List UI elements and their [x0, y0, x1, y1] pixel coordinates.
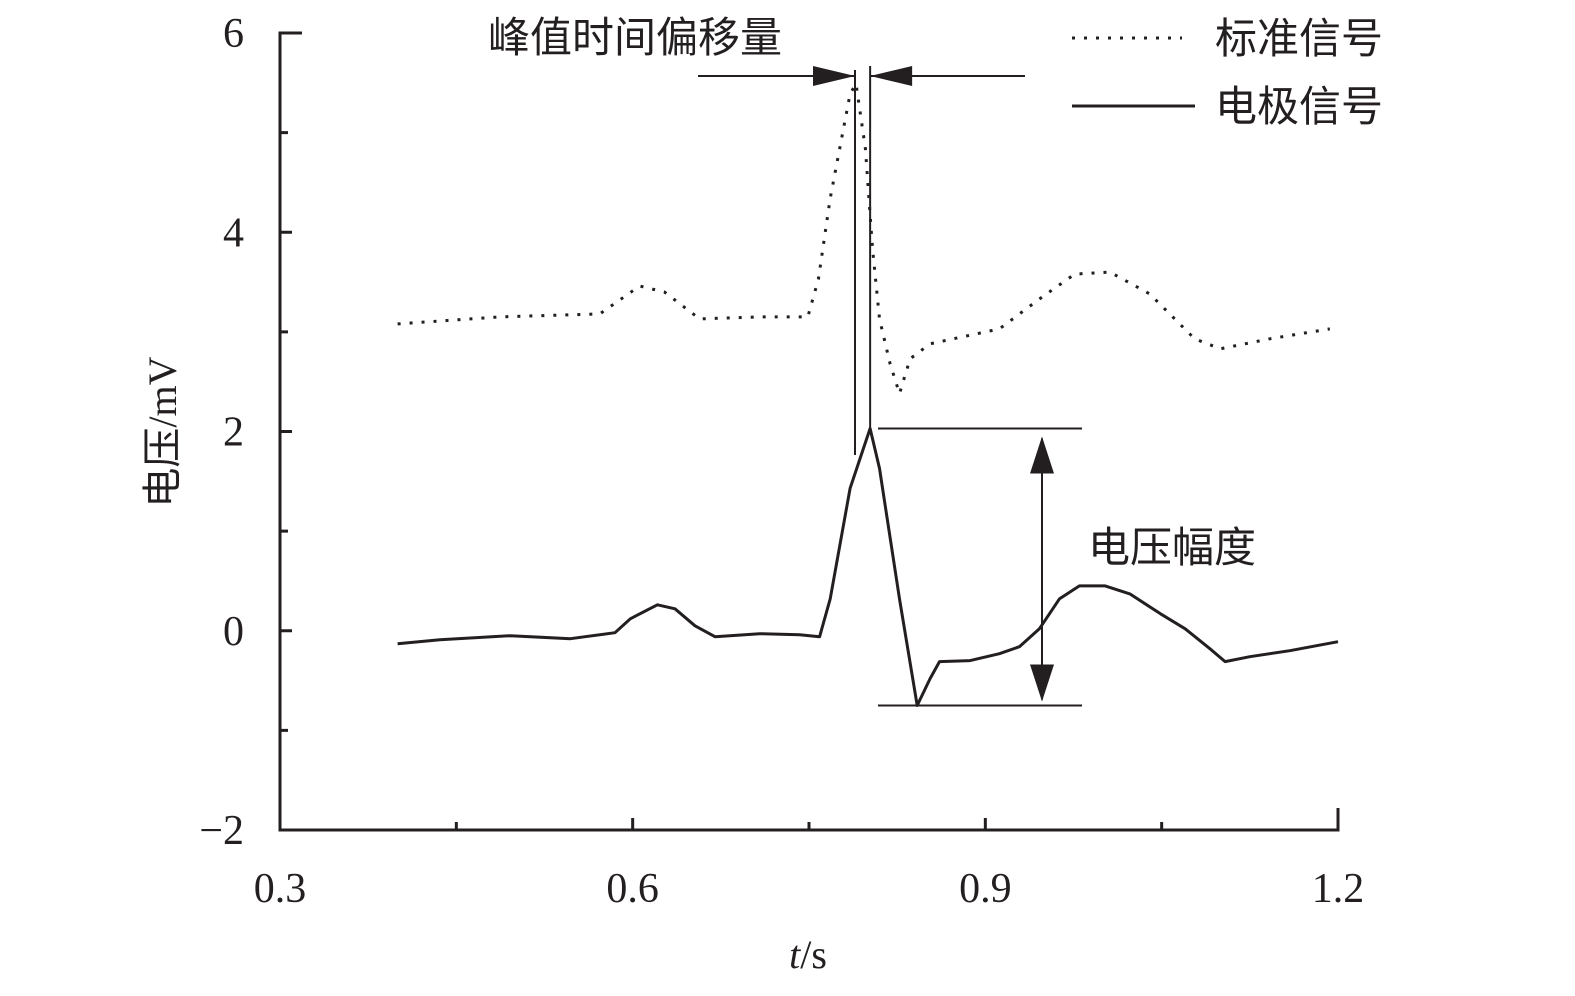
peak-offset-label: 峰值时间偏移量 — [488, 16, 782, 62]
x-tick-label: 0.6 — [606, 866, 659, 912]
x-axis-label-unit: /s — [800, 932, 827, 977]
y-tick-label: 2 — [223, 410, 244, 456]
y-tick-label: −2 — [199, 808, 244, 854]
y-tick-label: 4 — [223, 210, 244, 256]
x-axis-label-var: t — [789, 932, 801, 977]
x-axis-label: t/s — [789, 932, 827, 977]
offset-arrowhead-left — [813, 66, 855, 86]
x-tick-label: 1.2 — [1312, 866, 1365, 912]
series-group — [397, 82, 1339, 707]
y-axis-label: 电压/mV — [140, 356, 185, 507]
legend: 标准信号 电极信号 — [1072, 17, 1383, 131]
electrode-signal-line — [397, 427, 1339, 707]
x-tick-label: 0.9 — [959, 866, 1012, 912]
y-tick-label: 0 — [223, 609, 244, 655]
annotations — [698, 66, 1082, 707]
y-tick-label: 6 — [223, 11, 244, 57]
axes: 6 4 2 0 −20.3 0.6 0.9 1.2 — [199, 11, 1364, 912]
amplitude-arrowhead-up — [1030, 436, 1054, 474]
standard-signal-line — [397, 82, 1331, 396]
legend-label-electrode: 电极信号 — [1215, 85, 1383, 131]
legend-label-standard: 标准信号 — [1215, 17, 1383, 63]
x-tick-label: 0.3 — [254, 866, 307, 912]
offset-arrowhead-right — [870, 66, 913, 86]
amplitude-label: 电压幅度 — [1088, 526, 1256, 572]
amplitude-arrowhead-down — [1030, 664, 1054, 702]
